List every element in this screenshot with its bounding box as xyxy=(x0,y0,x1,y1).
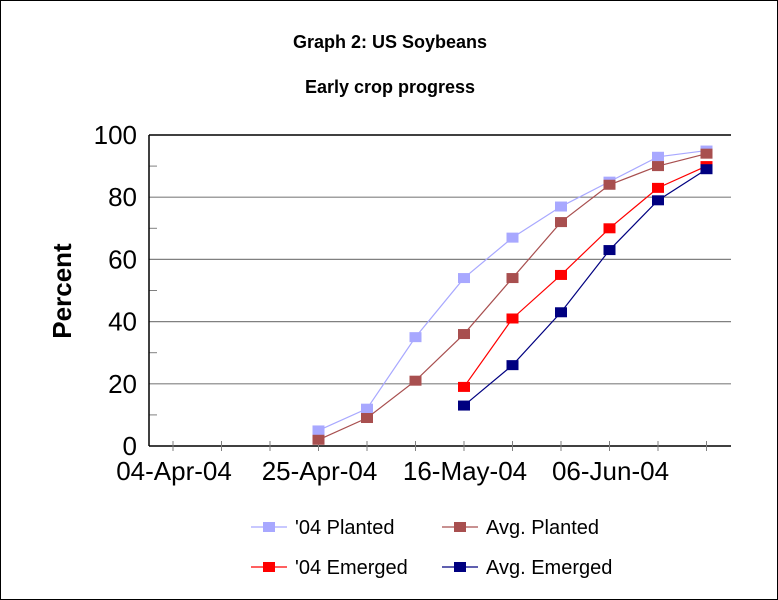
data-point xyxy=(555,201,567,212)
data-point xyxy=(458,329,470,340)
data-point xyxy=(700,164,713,175)
x-tick-label: 16-May-04 xyxy=(403,456,527,486)
data-point xyxy=(506,313,519,324)
legend-label: Avg. Emerged xyxy=(486,557,612,579)
data-point xyxy=(506,232,519,243)
data-point xyxy=(312,434,325,445)
data-point xyxy=(555,217,567,228)
data-point xyxy=(312,425,325,436)
y-tick-label: 100 xyxy=(94,120,137,150)
y-tick-label: 0 xyxy=(123,431,137,461)
data-point xyxy=(555,307,567,318)
data-point xyxy=(506,360,519,371)
legend-item: '04 Planted xyxy=(251,517,394,539)
data-point xyxy=(603,245,616,256)
series-line xyxy=(463,168,707,407)
series-line xyxy=(463,165,707,388)
chart-title: Graph 2: US Soybeans xyxy=(293,32,487,52)
data-point xyxy=(652,151,664,162)
data-point xyxy=(361,403,373,414)
data-point xyxy=(652,195,664,206)
legend-item: Avg. Planted xyxy=(442,517,599,539)
y-tick-label: 60 xyxy=(108,244,137,274)
y-tick-label: 40 xyxy=(108,307,137,337)
data-point xyxy=(603,223,616,234)
data-point xyxy=(506,273,519,284)
data-point xyxy=(652,182,664,193)
data-point xyxy=(361,413,373,424)
legend-label: '04 Emerged xyxy=(295,557,408,579)
legend-marker xyxy=(454,522,466,532)
data-point xyxy=(458,273,470,284)
series-04-emerged xyxy=(458,161,713,392)
data-point xyxy=(603,179,616,190)
data-point xyxy=(700,148,713,159)
legend-marker xyxy=(454,562,466,572)
y-axis-label: Percent xyxy=(47,243,77,339)
data-point xyxy=(458,400,470,411)
legend-item: '04 Emerged xyxy=(251,557,408,579)
data-point xyxy=(458,381,470,392)
data-point xyxy=(409,332,422,343)
legend-marker xyxy=(263,522,275,532)
chart-subtitle: Early crop progress xyxy=(305,77,475,97)
data-point xyxy=(555,269,567,280)
x-tick-label: 04-Apr-04 xyxy=(116,456,232,486)
x-tick-label: 06-Jun-04 xyxy=(552,456,669,486)
y-tick-label: 80 xyxy=(108,182,137,212)
legend-marker xyxy=(263,562,275,572)
series-line xyxy=(318,149,707,431)
y-tick-label: 20 xyxy=(108,369,137,399)
x-tick-label: 25-Apr-04 xyxy=(262,456,378,486)
data-point xyxy=(652,161,664,172)
series-avg-emerged xyxy=(458,164,713,411)
legend-label: Avg. Planted xyxy=(486,517,599,539)
legend-label: '04 Planted xyxy=(295,517,394,539)
legend-item: Avg. Emerged xyxy=(442,557,612,579)
series-avg-planted xyxy=(312,148,713,445)
data-point xyxy=(409,375,422,386)
